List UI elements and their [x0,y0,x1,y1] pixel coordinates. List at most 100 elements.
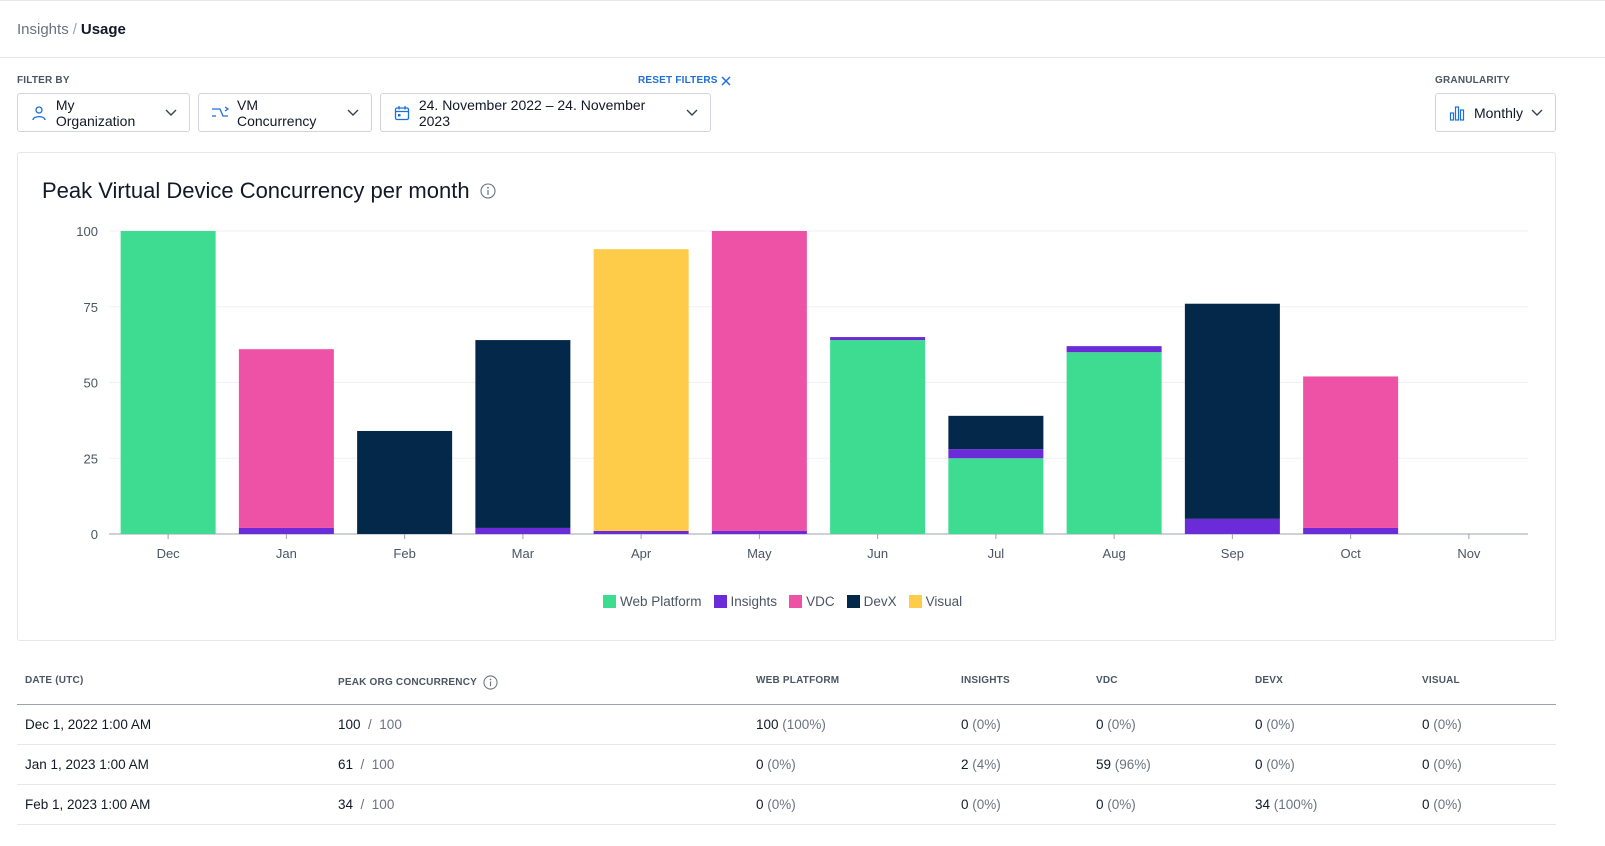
cell-devx: 0 (0%) [1255,717,1295,732]
cell-insights-value: 0 [961,717,969,732]
cell-vdc: 59 (96%) [1096,757,1151,772]
cell-devx-value: 34 [1255,797,1271,812]
cell-vdc-value: 0 [1096,797,1104,812]
bar-segment-insights [1066,346,1162,353]
cell-visual: 0 (0%) [1422,717,1462,732]
table-row: Feb 1, 2023 1:00 AM 34 / 100 0 (0%) 0 (0… [17,785,1556,825]
legend-label: DevX [863,594,897,609]
granularity-select[interactable]: Monthly [1435,93,1556,132]
cell-web-pct: (0%) [767,757,796,772]
cell-peak-limit: 100 [371,757,395,772]
cell-visual-pct: (0%) [1433,757,1462,772]
cell-insights: 0 (0%) [961,797,1001,812]
legend-label: Visual [925,594,963,609]
x-tick-label: Sep [1221,546,1244,561]
cell-devx: 0 (0%) [1255,757,1295,772]
header-peak[interactable]: PEAK ORG CONCURRENCY [338,675,498,690]
cell-visual-value: 0 [1422,757,1430,772]
x-tick-label: Mar [512,546,535,561]
bar-segment-devx [475,340,571,528]
x-tick-label: Jun [867,546,888,561]
cell-web-value: 0 [756,757,764,772]
cell-web: 0 (0%) [756,757,796,772]
cell-peak: 61 / 100 [338,757,395,772]
cell-peak-limit: 100 [371,797,395,812]
cell-date: Feb 1, 2023 1:00 AM [25,797,151,812]
cell-web-value: 100 [756,717,779,732]
legend-item-insights[interactable]: Insights [713,594,778,609]
bar-segment-insights [1184,518,1280,534]
cell-devx: 34 (100%) [1255,797,1317,812]
legend-swatch [713,595,727,608]
cell-peak-limit: 100 [379,717,402,732]
cell-vdc: 0 (0%) [1096,797,1136,812]
cell-web-pct: (100%) [782,717,826,732]
cell-web: 0 (0%) [756,797,796,812]
cell-peak-value: 100 [338,717,361,732]
info-icon[interactable] [483,675,498,690]
header-date[interactable]: DATE (UTC) [25,675,84,686]
y-tick-label: 100 [76,224,98,239]
cell-insights-value: 2 [961,757,969,772]
chart-title-wrap: Peak Virtual Device Concurrency per mont… [42,178,496,204]
breadcrumb-parent[interactable]: Insights [17,21,69,38]
cell-devx-pct: (0%) [1266,757,1295,772]
x-tick-label: Dec [157,546,181,561]
legend-swatch [908,595,922,608]
date-range-select[interactable]: 24. November 2022 – 24. November 2023 [380,93,711,132]
granularity-value: Monthly [1473,104,1523,121]
bar-segment-vdc [1303,376,1399,528]
cell-peak-value: 61 [338,757,354,772]
x-tick-label: Nov [1457,546,1481,561]
y-tick-label: 25 [84,451,98,466]
header-peak-label: PEAK ORG CONCURRENCY [338,677,478,688]
bar-segment-insights [475,527,571,534]
cell-vdc-pct: (96%) [1114,757,1151,772]
header-visual[interactable]: VISUAL [1422,675,1460,686]
organization-select[interactable]: My Organization [17,93,190,132]
concurrency-icon [211,104,229,122]
bar-segment-insights [948,449,1044,459]
bar-segment-web_platform [1066,352,1162,534]
legend-swatch [846,595,860,608]
cell-vdc: 0 (0%) [1096,717,1136,732]
bar-segment-web_platform [830,340,926,534]
header-devx[interactable]: DEVX [1255,675,1284,686]
calendar-icon [393,104,411,122]
y-tick-label: 75 [84,300,98,315]
reset-filters-button[interactable]: RESET FILTERS [638,75,731,86]
cell-web-pct: (0%) [767,797,796,812]
cell-insights-pct: (0%) [972,717,1001,732]
y-tick-label: 50 [84,376,98,391]
legend-item-vdc[interactable]: VDC [789,594,835,609]
cell-visual-pct: (0%) [1433,717,1462,732]
legend-item-web_platform[interactable]: Web Platform [603,594,702,609]
info-icon[interactable] [480,183,496,199]
legend-item-devx[interactable]: DevX [846,594,897,609]
bar-segment-web_platform [120,231,216,534]
legend-label: Insights [730,594,778,609]
chart-legend: Web Platform Insights VDC DevX Visual [603,594,962,609]
close-icon [721,75,731,86]
cell-devx-value: 0 [1255,717,1263,732]
bar-chart: 0 25 50 75 100 Dec Jan Feb Mar Apr May Jun Jul Aug Sep… [76,224,1528,561]
cell-visual-value: 0 [1422,717,1430,732]
legend-item-visual[interactable]: Visual [908,594,963,609]
cell-peak-value: 34 [338,797,354,812]
header-insights[interactable]: INSIGHTS [961,675,1010,686]
x-tick-label: Feb [393,546,415,561]
cell-date: Dec 1, 2022 1:00 AM [25,717,152,732]
metric-select[interactable]: VM Concurrency [198,93,372,132]
table-row: Dec 1, 2022 1:00 AM 100 / 100 100 (100%)… [17,705,1556,745]
header-vdc[interactable]: VDC [1096,675,1118,686]
header-web-platform[interactable]: WEB PLATFORM [756,675,840,686]
cell-peak: 34 / 100 [338,797,395,812]
usage-table: DATE (UTC) PEAK ORG CONCURRENCY WEB PLAT… [17,660,1556,825]
cell-web: 100 (100%) [756,717,826,732]
x-tick-label: May [747,546,772,561]
cell-visual-pct: (0%) [1433,797,1462,812]
organization-value: My Organization [55,96,136,129]
cell-date: Jan 1, 2023 1:00 AM [25,757,149,772]
bar-segment-devx [357,430,453,534]
bar-segment-insights [830,337,926,341]
